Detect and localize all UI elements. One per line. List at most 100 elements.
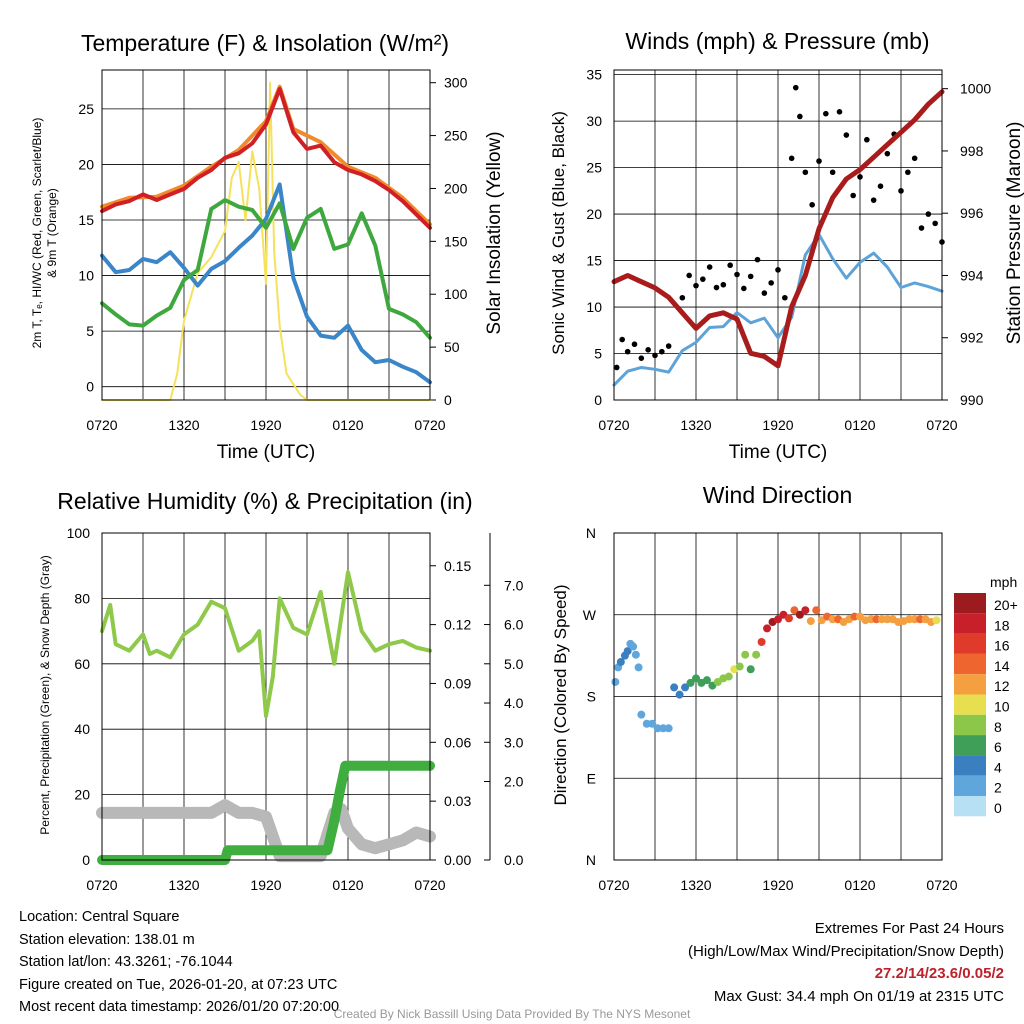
winds-gust-point: [613, 364, 620, 371]
humidity-y2-tick-label: 0.06: [444, 734, 471, 750]
winds-gust-point: [619, 336, 625, 343]
direction-point: [883, 615, 892, 624]
temp-series-wind-chill: [100, 182, 432, 385]
winds-gust-point: [782, 294, 788, 301]
temp-x-tick-label: 0720: [86, 417, 117, 433]
winds-y-tick-label: 35: [586, 67, 602, 83]
winds-gust-point: [870, 197, 877, 203]
winds-gust-point: [761, 290, 768, 296]
temp-x-tick-label: 0720: [414, 417, 445, 433]
winds-gust-point: [843, 132, 850, 138]
extremes-subtitle: (High/Low/Max Wind/Precipitation/Snow De…: [688, 942, 1004, 960]
humidity-left-label: Percent, Precipitation (Green), & Snow D…: [38, 555, 52, 834]
legend-label: 16: [994, 638, 1010, 654]
winds-gust-point: [741, 285, 747, 292]
direction-panel-title: Wind Direction: [702, 482, 853, 508]
humidity-panel-title: Relative Humidity (%) & Precipitation (i…: [57, 488, 473, 514]
temp-x-tick-label: 1320: [168, 417, 199, 433]
winds-gust-point: [802, 169, 809, 176]
direction-point: [648, 719, 657, 728]
station-latlon: Station lat/lon: 43.3261; -76.1044: [19, 954, 233, 970]
legend-label: 12: [994, 678, 1010, 694]
direction-point: [724, 672, 733, 681]
direction-point: [692, 674, 700, 683]
direction-point: [795, 610, 804, 619]
winds-gust-point: [775, 267, 781, 273]
legend-swatch: [954, 735, 986, 756]
humidity-series-precipitation: [97, 760, 435, 865]
winds-gust-point: [624, 348, 631, 355]
legend-swatch: [954, 714, 986, 736]
winds-gust-point: [809, 201, 815, 208]
figure-created: Figure created on Tue, 2026-01-20, at 07…: [19, 976, 338, 993]
legend-swatch: [954, 613, 986, 634]
humidity-y3-tick-label: 3.0: [504, 734, 524, 750]
humidity-x-tick-label: 1920: [250, 877, 281, 893]
temp-x-tick-label: 1920: [250, 417, 281, 433]
direction-point: [686, 678, 695, 687]
winds-gust-point: [700, 276, 706, 282]
legend-swatch: [954, 653, 986, 675]
direction-point: [681, 683, 690, 692]
direction-y-tick-label: E: [587, 770, 596, 786]
temp-y2-tick-label: 0: [444, 392, 452, 408]
winds-y-tick-label: 30: [586, 113, 602, 129]
winds-gust-point: [638, 355, 645, 361]
legend-swatch: [954, 633, 986, 654]
winds-gust-point: [679, 294, 686, 301]
winds-panel-title: Winds (mph) & Pressure (mb): [625, 28, 930, 54]
station-location: Location: Central Square: [19, 909, 180, 925]
temp-y2-tick-label: 150: [444, 233, 468, 249]
temp-y2-tick-label: 50: [444, 339, 460, 355]
direction-point: [631, 650, 640, 659]
temp-y-tick-label: 25: [78, 101, 94, 117]
winds-y-tick-label: 15: [586, 253, 602, 269]
winds-gust-point: [645, 347, 651, 353]
winds-gust-point: [816, 158, 822, 164]
extremes-title: Extremes For Past 24 Hours: [814, 920, 1004, 937]
direction-point: [872, 615, 881, 624]
humidity-series-snow-depth: [96, 799, 436, 863]
winds-gust-point: [665, 343, 672, 349]
humidity-y3-tick-label: 6.0: [504, 617, 524, 633]
direction-x-tick-label: 1920: [762, 877, 793, 893]
legend-label: 14: [994, 658, 1010, 674]
winds-y-tick-label: 25: [586, 160, 602, 176]
humidity-y2-tick-label: 0.03: [444, 793, 471, 809]
direction-point: [642, 719, 651, 728]
legend-swatch: [954, 694, 986, 715]
winds-right-label: Station Pressure (Maroon): [1004, 122, 1024, 345]
recent-timestamp: Most recent data timestamp: 2026/01/20 0…: [19, 999, 340, 1015]
winds-y-tick-label: 20: [586, 206, 602, 222]
direction-y-tick-label: S: [587, 689, 596, 705]
station-elevation: Station elevation: 138.01 m: [19, 931, 195, 948]
humidity-series-relative-humidity: [100, 570, 432, 719]
winds-gust-point: [686, 272, 692, 279]
temp-y2-tick-label: 200: [444, 180, 468, 196]
direction-point: [828, 615, 837, 624]
winds-gust-point: [631, 341, 638, 348]
extremes-box: Extremes For Past 24 Hours (High/Low/Max…: [688, 918, 1004, 1008]
humidity-x-tick-label: 0720: [414, 877, 445, 893]
humidity-y3-tick-label: 0.0: [504, 852, 524, 868]
legend-label: 20+: [994, 597, 1018, 613]
direction-point: [634, 663, 643, 672]
temp-series-solar-insolation: [101, 81, 431, 401]
winds-gust-point: [734, 271, 740, 278]
direction-point: [746, 665, 755, 674]
temp-y2-tick-label: 100: [444, 286, 468, 302]
humidity-x-tick-label: 0720: [86, 877, 117, 893]
winds-gust-point: [823, 110, 829, 117]
legend-swatch: [954, 593, 986, 614]
winds-gust-point: [788, 155, 795, 162]
direction-point: [932, 616, 941, 625]
humidity-y3-tick-label: 5.0: [504, 656, 524, 672]
legend-swatch: [954, 796, 986, 817]
direction-point: [653, 724, 662, 733]
direction-point: [916, 615, 925, 624]
winds-plot-frame: [613, 69, 943, 401]
temp-y-tick-label: 0: [86, 379, 94, 395]
winds-x-tick-label: 0720: [926, 417, 957, 433]
direction-point: [629, 642, 638, 651]
direction-point: [790, 606, 799, 615]
